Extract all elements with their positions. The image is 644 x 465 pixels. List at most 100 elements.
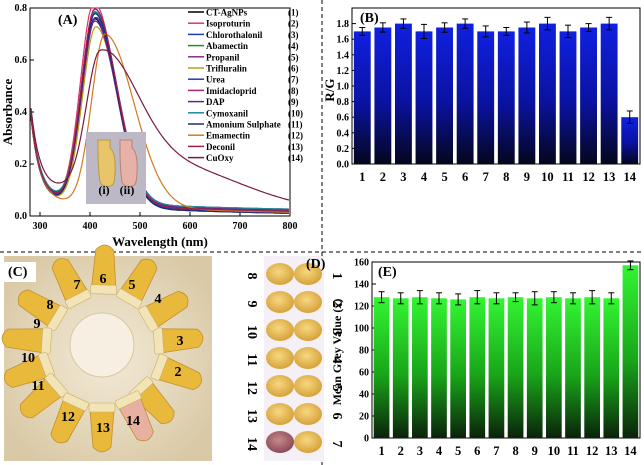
y-tick-label: 1.6	[337, 35, 350, 46]
panel-a-label: (A)	[58, 13, 78, 28]
panel-a-ylabel: Absorbance	[0, 79, 15, 146]
legend-name: Isoproturin	[206, 19, 250, 29]
y-tick-label: 0	[364, 434, 369, 445]
y-tick-label: 40	[359, 390, 369, 401]
panel-b-rg-bars: (B) R/G 0.00.20.40.60.81.01.21.41.61.81 2…	[322, 7, 641, 184]
spot-1	[294, 263, 322, 285]
spot-number-right-6: 6	[329, 413, 344, 420]
spot-13	[266, 403, 294, 425]
x-tick-label: 2	[380, 170, 386, 184]
legend-number: (7)	[288, 75, 299, 85]
x-tick-label: 3	[400, 170, 406, 184]
inset-vials-photo: (i) (ii)	[86, 132, 146, 204]
x-tick-label: 300	[33, 221, 48, 232]
y-tick-label: 100	[354, 324, 369, 335]
y-tick-label: 0.2	[337, 144, 350, 155]
tube-number-10: 10	[21, 351, 35, 366]
legend-number: (4)	[288, 41, 299, 51]
legend-number: (14)	[288, 153, 303, 163]
panel-e-ylabel: Mean Grey Value (x̄)	[330, 299, 344, 406]
bar-13	[603, 298, 620, 438]
y-tick-label: 0.2	[15, 159, 28, 170]
spot-9	[266, 291, 294, 313]
spectrum-line-1	[30, 17, 289, 214]
tube-body-icon	[144, 290, 189, 328]
bar-5	[436, 27, 454, 164]
tube-cap-icon	[138, 305, 159, 332]
legend-name: Trifluralin	[206, 64, 247, 74]
legend-name: Emamectin	[206, 131, 250, 141]
legend-name: CuOxy	[206, 153, 234, 163]
legend-number: (1)	[288, 8, 299, 18]
bar-10	[546, 297, 562, 438]
tube-body-icon	[91, 244, 117, 287]
y-tick-label: 0.0	[15, 211, 28, 222]
bar-6	[469, 297, 486, 438]
bar-11	[559, 31, 577, 165]
x-tick-label: 14	[624, 444, 637, 458]
spot-number-left-9: 9	[244, 301, 259, 308]
spot-number-left-13: 13	[244, 409, 259, 423]
tube-14	[114, 390, 154, 442]
tube-5	[116, 258, 158, 309]
spectrum-line-11	[30, 12, 289, 214]
tube-body-icon	[19, 377, 63, 419]
x-tick-label: 7	[493, 444, 499, 458]
spot-number-right-4: 4	[329, 357, 344, 364]
y-tick-label: 1.4	[337, 50, 350, 61]
tube-number-14: 14	[126, 414, 140, 429]
x-tick-label: 8	[503, 170, 509, 184]
inset-label-i: (i)	[98, 183, 109, 197]
legend-number: (6)	[288, 64, 299, 74]
spot-4	[294, 347, 322, 369]
spectrum-line-13	[30, 8, 290, 212]
spot-5	[294, 375, 322, 397]
spot-number-left-11: 11	[244, 353, 259, 366]
bar-3	[394, 23, 412, 164]
tube-cap-icon	[62, 392, 90, 411]
bar-8	[497, 31, 515, 165]
spectrum-line-14	[30, 49, 290, 201]
legend-name: Urea	[206, 75, 225, 85]
tube-number-5: 5	[129, 278, 136, 293]
panel-a-xlabel: Wavelength (nm)	[112, 234, 208, 249]
tube-number-3: 3	[177, 334, 184, 349]
y-tick-label: 0.6	[15, 55, 28, 66]
bar-9	[518, 27, 536, 164]
legend-name: DAP	[206, 97, 225, 107]
panel-c-label-box	[4, 262, 36, 282]
x-tick-label: 1	[378, 444, 384, 458]
tube-body-icon	[89, 410, 115, 453]
panel-d-label: (D)	[306, 257, 326, 272]
y-tick-label: 0.4	[15, 107, 28, 118]
spot-14	[266, 431, 294, 453]
bar-3	[412, 297, 428, 438]
y-tick-label: 120	[354, 302, 369, 313]
tube-6	[90, 244, 117, 295]
x-tick-label: 4	[436, 444, 443, 458]
tube-body-icon	[50, 399, 86, 444]
x-tick-label: 13	[605, 444, 618, 458]
bar-12	[580, 27, 598, 164]
panel-b-label: (B)	[360, 11, 379, 26]
spot-number-right-2: 2	[329, 301, 344, 308]
tube-body-icon	[157, 356, 202, 391]
x-tick-label: 14	[623, 170, 636, 184]
panel-a-spectra: (A) Wavelength (nm) Absorbance 300 400 500…	[0, 3, 303, 249]
bar-7	[477, 31, 495, 165]
legend-name: Amonium Sulphate	[206, 120, 281, 130]
y-tick-label: 140	[354, 280, 369, 291]
x-tick-label: 500	[133, 221, 148, 232]
panel-e-grey-bars: (E) Mean Grey Value (x̄) 0 20 40 60 80 100 120…	[330, 258, 641, 458]
tube-body-icon	[160, 328, 204, 354]
x-tick-label: 9	[532, 444, 538, 458]
tube-2	[150, 353, 202, 391]
x-tick-label: 800	[283, 221, 298, 232]
bar-12	[584, 297, 600, 438]
tube-12	[50, 392, 90, 444]
spectrum-line-12	[30, 33, 289, 213]
tube-cap-icon	[64, 289, 92, 309]
x-tick-label: 11	[567, 444, 579, 458]
tube-number-6: 6	[100, 272, 107, 287]
spot-number-right-1: 1	[329, 273, 344, 280]
